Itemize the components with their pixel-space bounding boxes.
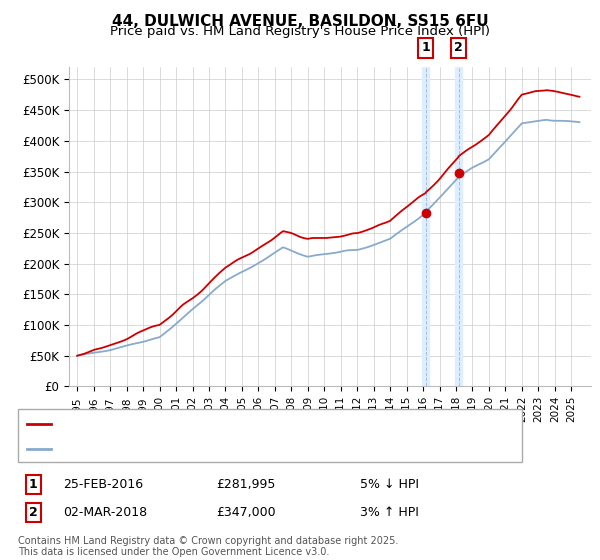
Text: 1: 1 bbox=[421, 41, 430, 54]
Text: 2: 2 bbox=[454, 41, 463, 54]
Text: 02-MAR-2018: 02-MAR-2018 bbox=[63, 506, 147, 519]
Text: £347,000: £347,000 bbox=[216, 506, 275, 519]
Text: 44, DULWICH AVENUE, BASILDON, SS15 6FU: 44, DULWICH AVENUE, BASILDON, SS15 6FU bbox=[112, 14, 488, 29]
Text: 44, DULWICH AVENUE, BASILDON, SS15 6FU (semi-detached house): 44, DULWICH AVENUE, BASILDON, SS15 6FU (… bbox=[56, 419, 435, 429]
Bar bbox=[455, 67, 463, 386]
Text: 25-FEB-2016: 25-FEB-2016 bbox=[63, 478, 143, 491]
Text: 2: 2 bbox=[29, 506, 37, 519]
Text: Contains HM Land Registry data © Crown copyright and database right 2025.
This d: Contains HM Land Registry data © Crown c… bbox=[18, 535, 398, 557]
Text: £281,995: £281,995 bbox=[216, 478, 275, 491]
Text: 1: 1 bbox=[29, 478, 37, 491]
Text: 3% ↑ HPI: 3% ↑ HPI bbox=[360, 506, 419, 519]
Text: HPI: Average price, semi-detached house, Basildon: HPI: Average price, semi-detached house,… bbox=[56, 444, 340, 454]
Text: 5% ↓ HPI: 5% ↓ HPI bbox=[360, 478, 419, 491]
Bar bbox=[422, 67, 429, 386]
Text: Price paid vs. HM Land Registry's House Price Index (HPI): Price paid vs. HM Land Registry's House … bbox=[110, 25, 490, 38]
